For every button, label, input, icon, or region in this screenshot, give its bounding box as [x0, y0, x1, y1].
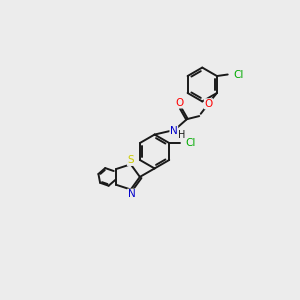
Text: N: N [170, 126, 178, 136]
Text: H: H [178, 130, 185, 140]
Text: S: S [128, 155, 134, 166]
Text: O: O [204, 99, 213, 109]
Text: N: N [128, 189, 135, 199]
Text: O: O [176, 98, 184, 108]
Text: Cl: Cl [233, 70, 244, 80]
Text: Cl: Cl [185, 138, 196, 148]
